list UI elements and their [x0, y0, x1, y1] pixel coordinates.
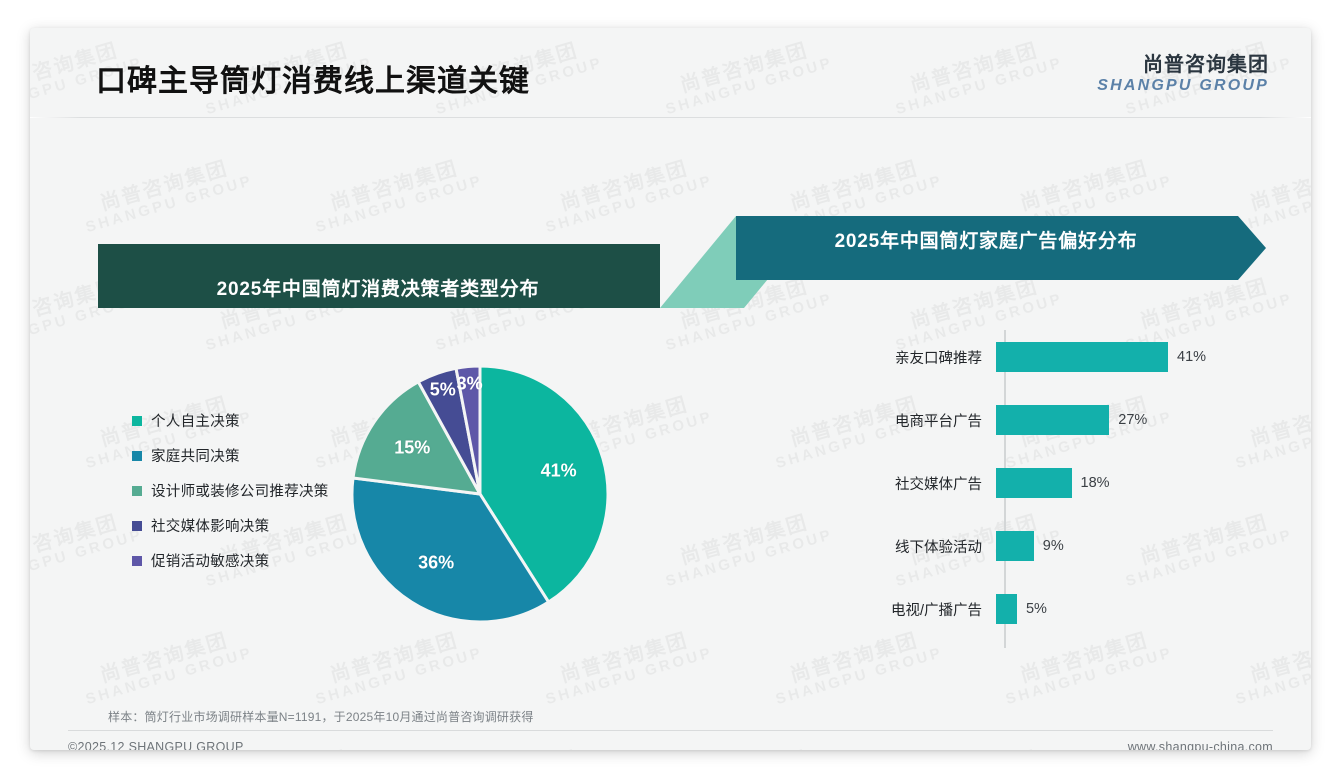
bar-value-label: 18%: [1080, 475, 1110, 491]
banner-right-shape: [736, 216, 1266, 280]
bar-category-label: 社交媒体广告: [895, 476, 982, 493]
legend-swatch-icon: [132, 415, 142, 426]
pie-slice-label: 3%: [456, 373, 483, 394]
footer-divider: [68, 730, 1273, 731]
bar-value-label: 9%: [1042, 538, 1064, 554]
banner-right-title: 2025年中国筒灯家庭广告偏好分布: [834, 231, 1138, 252]
pie-slice-label: 36%: [418, 552, 455, 573]
footer-website: www.shangpu-china.com: [1127, 740, 1273, 750]
bar-category-label: 电视/广播广告: [890, 602, 982, 619]
header-divider: [30, 117, 1311, 118]
pie-slice[interactable]: [454, 364, 482, 495]
pie-slice-label: 15%: [394, 437, 431, 458]
legend-item[interactable]: 促销活动敏感决策: [132, 550, 329, 571]
legend-label: 设计师或装修公司推荐决策: [151, 484, 329, 500]
bar-value-label: 27%: [1118, 412, 1148, 428]
bar-category-label: 电商平台广告: [895, 413, 982, 430]
legend-item[interactable]: 个人自主决策: [132, 410, 329, 431]
bar-category-label: 亲友口碑推荐: [895, 350, 982, 367]
page-title: 口碑主导筒灯消费线上渠道关键: [96, 65, 530, 98]
pie-chart-panel: 个人自主决策 家庭共同决策设计师或装修公司推荐决策 社交媒体影响决策 促销活动敏感决策…: [90, 328, 690, 678]
bar-chart-panel: 亲友口碑推荐 41% 电商平台广告 27% 社交媒体广告 18% 线下体验活动 9% 电视/广播…: [790, 324, 1290, 664]
bar-rect[interactable]: [996, 531, 1034, 561]
pie-slice-label: 41%: [540, 460, 577, 481]
legend-item[interactable]: 设计师或装修公司推荐决策: [132, 480, 329, 501]
legend-label: 社交媒体影响决策: [151, 519, 270, 535]
bar-row[interactable]: 电视/广播广告 5%: [790, 594, 1047, 624]
footer-copyright: ©2025.12 SHANGPU GROUP: [68, 740, 244, 750]
pie-chart: 41% 36% 15% 5% 3%: [350, 346, 610, 641]
legend-swatch-icon: [132, 520, 142, 531]
bar-row[interactable]: 线下体验活动 9%: [790, 531, 1064, 561]
banner-shapes: [98, 216, 1266, 308]
logo-text-cn: 尚普咨询集团: [1143, 54, 1269, 76]
bar-rect[interactable]: [996, 594, 1017, 624]
bar-rect[interactable]: [996, 342, 1168, 372]
legend-swatch-icon: [132, 485, 142, 496]
legend-label: 促销活动敏感决策: [151, 554, 270, 570]
bar-value-label: 5%: [1025, 601, 1047, 617]
chart-banners: 2025年中国筒灯消费决策者类型分布 2025年中国筒灯家庭广告偏好分布: [30, 28, 1311, 750]
bar-row[interactable]: 电商平台广告 27%: [790, 405, 1147, 435]
banner-left-shape: [98, 244, 660, 308]
pie-slices: [350, 364, 610, 624]
brand-logo: 尚普咨询集团 SHANGPU GROUP: [1097, 54, 1269, 95]
bar-rect[interactable]: [996, 405, 1110, 435]
sample-note: 样本：筒灯行业市场调研样本量N=1191，于2025年10月通过尚普咨询调研获得: [108, 710, 534, 724]
legend-item[interactable]: 社交媒体影响决策: [132, 515, 329, 536]
bar-rect[interactable]: [996, 468, 1072, 498]
pie-slice-label: 5%: [429, 379, 456, 400]
bar-category-label: 线下体验活动: [895, 539, 982, 556]
pie-slice[interactable]: [350, 476, 551, 624]
legend-label: 个人自主决策: [151, 414, 240, 430]
pie-legend: 个人自主决策 家庭共同决策设计师或装修公司推荐决策 社交媒体影响决策 促销活动敏感决策: [132, 410, 329, 585]
bar-value-label: 41%: [1177, 349, 1207, 365]
logo-text-en: SHANGPU GROUP: [1097, 77, 1269, 94]
bar-row[interactable]: 亲友口碑推荐 41%: [790, 342, 1206, 372]
slide-header: 口碑主导筒灯消费线上渠道关键 尚普咨询集团 SHANGPU GROUP: [30, 28, 1311, 118]
pie-slice[interactable]: [351, 379, 483, 496]
slide-footer: ©2025.12 SHANGPU GROUP www.shangpu-china…: [30, 730, 1311, 750]
legend-swatch-icon: [132, 555, 142, 566]
legend-swatch-icon: [132, 450, 142, 461]
bar-row[interactable]: 社交媒体广告 18%: [790, 468, 1110, 498]
legend-item[interactable]: 家庭共同决策: [132, 445, 329, 466]
legend-label: 家庭共同决策: [151, 449, 240, 465]
banner-left-title: 2025年中国筒灯消费决策者类型分布: [216, 279, 540, 300]
